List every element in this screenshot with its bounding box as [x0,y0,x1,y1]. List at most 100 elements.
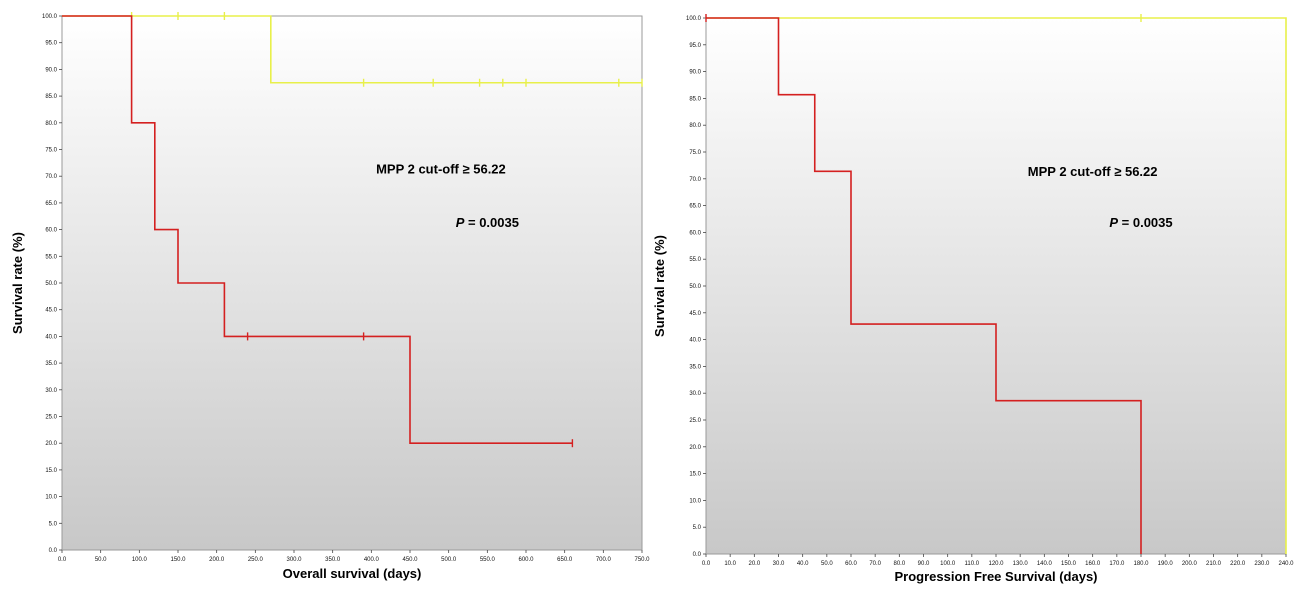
y-tick-label: 65.0 [45,201,57,207]
y-tick-label: 70.0 [45,174,57,180]
x-tick-label: 70.0 [869,561,881,567]
x-tick-label: 10.0 [724,561,736,567]
y-tick-label: 15.0 [45,468,57,474]
chart-2: 0.0 5.0 10.0 15.0 20.0 25.0 30.0 35.0 40.0 45.0 50… [652,14,1294,584]
y-tick-label: 20.0 [45,441,57,447]
y-tick-label: 85.0 [45,94,57,100]
x-tick-label: 450.0 [402,557,418,563]
x-tick-label: 200.0 [1182,561,1198,567]
y-tick-label: 75.0 [689,150,701,156]
x-tick-label: 130.0 [1013,561,1029,567]
cutoff-annotation: MPP 2 cut-off ≥ 56.22 [1028,164,1158,179]
x-tick-label: 100.0 [940,561,956,567]
y-tick-label: 50.0 [689,284,701,290]
x-tick-label: 190.0 [1158,561,1174,567]
x-tick-label: 0.0 [702,561,711,567]
y-tick-label: 70.0 [689,177,701,183]
y-tick-label: 25.0 [45,415,57,421]
y-tick-label: 40.0 [689,338,701,344]
chart-1: 0.0 5.0 10.0 15.0 20.0 25.0 30.0 35.0 40.0 45.0 50… [10,12,650,581]
p-value-annotation: P = 0.0035 [1109,215,1172,230]
x-tick-label: 170.0 [1109,561,1125,567]
p-value-annotation: P = 0.0035 [456,215,519,230]
y-tick-label: 75.0 [45,148,57,154]
x-tick-label: 240.0 [1278,561,1294,567]
y-tick-label: 100.0 [42,14,58,20]
x-tick-label: 650.0 [557,557,573,563]
x-tick-label: 400.0 [364,557,380,563]
y-tick-label: 5.0 [49,521,58,527]
x-tick-label: 180.0 [1133,561,1149,567]
x-tick-label: 500.0 [441,557,457,563]
y-tick-label: 45.0 [45,308,57,314]
x-tick-label: 120.0 [988,561,1004,567]
y-tick-label: 45.0 [689,311,701,317]
x-tick-label: 100.0 [132,557,148,563]
y-tick-label: 40.0 [45,334,57,340]
x-tick-label: 220.0 [1230,561,1246,567]
x-tick-label: 350.0 [325,557,341,563]
y-tick-label: 80.0 [45,121,57,127]
series-2-line [706,17,1142,554]
x-tick-label: 50.0 [821,561,833,567]
x-tick-label: 210.0 [1206,561,1222,567]
plot-area [705,17,1287,555]
x-tick-label: 140.0 [1037,561,1053,567]
y-axis-title: Survival rate (%) [10,232,25,334]
x-tick-label: 250.0 [248,557,264,563]
y-tick-label: 55.0 [45,254,57,260]
plot-area [61,15,643,551]
y-tick-label: 90.0 [689,70,701,76]
y-tick-label: 60.0 [689,230,701,236]
x-tick-label: 230.0 [1254,561,1270,567]
y-tick-label: 0.0 [49,548,58,554]
y-tick-label: 100.0 [686,16,702,22]
x-tick-label: 80.0 [893,561,905,567]
x-tick-label: 600.0 [518,557,534,563]
y-tick-label: 25.0 [689,418,701,424]
y-tick-label: 95.0 [689,43,701,49]
x-tick-label: 60.0 [845,561,857,567]
y-tick-label: 90.0 [45,67,57,73]
y-tick-label: 15.0 [689,472,701,478]
y-tick-label: 30.0 [45,388,57,394]
y-tick-label: 60.0 [45,228,57,234]
x-tick-label: 550.0 [480,557,496,563]
y-tick-label: 20.0 [689,445,701,451]
y-tick-label: 65.0 [689,204,701,210]
y-tick-label: 30.0 [689,391,701,397]
x-axis-title: Progression Free Survival (days) [894,569,1097,584]
y-tick-label: 80.0 [689,123,701,129]
series-1-line [706,17,1287,554]
series-2-line [62,15,573,445]
x-tick-label: 20.0 [748,561,760,567]
x-tick-label: 40.0 [797,561,809,567]
y-tick-label: 50.0 [45,281,57,287]
y-tick-label: 55.0 [689,257,701,263]
series-1-line [62,15,642,84]
y-tick-label: 35.0 [45,361,57,367]
x-tick-label: 150.0 [1061,561,1077,567]
x-tick-label: 160.0 [1085,561,1101,567]
x-tick-label: 750.0 [634,557,650,563]
x-tick-label: 50.0 [95,557,107,563]
y-tick-label: 10.0 [45,495,57,501]
x-tick-label: 30.0 [773,561,785,567]
x-tick-label: 110.0 [965,561,980,567]
x-tick-label: 150.0 [170,557,186,563]
x-tick-label: 700.0 [596,557,612,563]
y-tick-label: 35.0 [689,364,701,370]
y-tick-label: 95.0 [45,41,57,47]
y-tick-label: 85.0 [689,96,701,102]
x-tick-label: 200.0 [209,557,225,563]
y-tick-label: 10.0 [689,498,701,504]
x-axis-title: Overall survival (days) [283,566,422,581]
x-tick-label: 300.0 [286,557,302,563]
y-axis-title: Survival rate (%) [652,235,667,337]
x-tick-label: 90.0 [918,561,930,567]
cutoff-annotation: MPP 2 cut-off ≥ 56.22 [376,162,506,177]
y-tick-label: 0.0 [693,552,702,558]
y-tick-label: 5.0 [693,525,702,531]
